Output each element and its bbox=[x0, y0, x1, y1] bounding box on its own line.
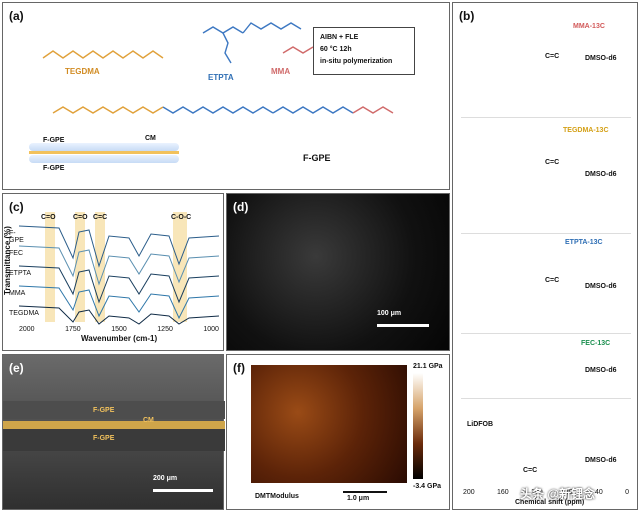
e-band-top bbox=[3, 401, 225, 419]
panel-d-label: (d) bbox=[233, 200, 249, 214]
tick-200: 200 bbox=[463, 489, 475, 496]
product-chain bbox=[52, 106, 394, 114]
reagent-etpta: ETPTA bbox=[208, 73, 234, 82]
f-afm-image bbox=[251, 365, 407, 483]
e-band-cm bbox=[3, 421, 225, 429]
fec-solvent: DMSO-d6 bbox=[585, 367, 617, 374]
mma-cc: C=C bbox=[545, 53, 560, 60]
layer-label-fgpe1: F-GPE bbox=[43, 137, 65, 144]
nmr-section-tegdma bbox=[461, 123, 631, 234]
tick-120: 120 bbox=[530, 489, 543, 496]
c-band-label-2: C=O bbox=[73, 214, 88, 221]
f-caption: DMTModulus bbox=[255, 493, 299, 500]
xtick-1750: 1750 bbox=[65, 326, 81, 333]
f-scale-text: 1.0 μm bbox=[347, 495, 370, 502]
reagent-tegdma: TEGDMA bbox=[65, 67, 100, 76]
series-etpta: ETPTA bbox=[9, 270, 32, 277]
e-scalebar bbox=[153, 489, 213, 492]
panel-e-label: (e) bbox=[9, 361, 24, 375]
chemical-shift-label: Chemical shift (ppm) bbox=[515, 499, 585, 506]
condition-1: AIBN + FLE bbox=[320, 34, 359, 41]
xtick-2000: 2000 bbox=[19, 326, 35, 333]
xtick-1250: 1250 bbox=[157, 326, 173, 333]
panel-b-label: (b) bbox=[459, 9, 475, 23]
tick-160: 160 bbox=[496, 489, 509, 496]
layer-label-fgpe2: F-GPE bbox=[43, 165, 65, 172]
c-band-label-4: C-O-C bbox=[171, 214, 192, 221]
fec-title: FEC-13C bbox=[581, 340, 611, 347]
condition-2: 60 °C 12h bbox=[320, 46, 352, 53]
c-xticks: 2000 1750 1500 1250 1000 bbox=[19, 326, 219, 333]
layer-fgpe-top bbox=[29, 143, 179, 151]
e-label-fgpe2: F-GPE bbox=[93, 435, 115, 442]
series-fec: FEC bbox=[9, 250, 23, 257]
etpta-cc: C=C bbox=[545, 277, 560, 284]
tegdma-title: TEGDMA-13C bbox=[563, 127, 609, 134]
series-fgpe: F-GPE bbox=[9, 230, 24, 244]
nmr-section-bottom bbox=[461, 401, 631, 489]
mma-title: MMA-13C bbox=[573, 23, 605, 30]
bottom-cc: C=C bbox=[523, 467, 538, 474]
f-colorbar bbox=[413, 373, 423, 479]
reagent-mma: MMA bbox=[271, 67, 291, 76]
panel-c-label: (c) bbox=[9, 200, 24, 214]
reagents-diagram bbox=[42, 22, 314, 64]
c-band-1 bbox=[45, 212, 55, 322]
mma-solvent: DMSO-d6 bbox=[585, 55, 617, 62]
f-bottom: -3.4 GPa bbox=[413, 483, 442, 490]
c-xlabel: Wavenumber (cm-1) bbox=[81, 334, 158, 343]
d-scalebar bbox=[377, 324, 429, 327]
tick-40: 40 bbox=[594, 489, 603, 496]
etpta-title: ETPTA-13C bbox=[565, 239, 603, 246]
e-label-fgpe1: F-GPE bbox=[93, 407, 115, 414]
e-band-bottom bbox=[3, 429, 225, 451]
product-label: F-GPE bbox=[303, 153, 331, 163]
etpta-solvent: DMSO-d6 bbox=[585, 283, 617, 290]
e-label-cm: CM bbox=[143, 417, 154, 424]
panel-e: (e) F-GPE CM F-GPE 200 μm bbox=[2, 354, 225, 510]
layer-fgpe-bottom bbox=[29, 155, 179, 163]
tegdma-solvent: DMSO-d6 bbox=[585, 171, 617, 178]
panel-b: (b) MMA-13C DMSO-d6 C=C TEGDMA-13C DMSO-… bbox=[452, 2, 638, 510]
e-scale-text: 200 μm bbox=[153, 475, 178, 482]
d-scale-text: 100 μm bbox=[377, 310, 402, 317]
layer-cm bbox=[29, 151, 179, 154]
chemical-shift-ticks: 200 160 120 80 40 0 bbox=[463, 489, 629, 496]
f-top: 21.1 GPa bbox=[413, 363, 443, 370]
series-mma: MMA bbox=[9, 290, 26, 297]
watermark: 头条 @新锂念 bbox=[520, 487, 596, 501]
c-band-2 bbox=[75, 212, 85, 322]
c-band-3 bbox=[95, 212, 105, 322]
nmr-section-mma bbox=[461, 21, 631, 118]
panel-f-label: (f) bbox=[233, 361, 245, 375]
layer-label-cm: CM bbox=[145, 135, 156, 142]
f-scalebar bbox=[343, 491, 387, 493]
tegdma-cc: C=C bbox=[545, 159, 560, 166]
bottom-dmso: DMSO-d6 bbox=[585, 457, 617, 464]
layers-illustration: F-GPE F-GPE CM bbox=[23, 135, 203, 179]
bottom-lidfob: LiDFOB bbox=[467, 421, 494, 428]
panel-c: (c) Transmittance (%) Wavenumber (cm-1) … bbox=[2, 193, 224, 351]
condition-3: in-situ polymerization bbox=[320, 58, 393, 65]
nmr-section-fec bbox=[461, 336, 631, 399]
c-band-label-3: C=C bbox=[93, 214, 108, 221]
xtick-1500: 1500 bbox=[111, 326, 127, 333]
panel-a: (a) TEGDMA ETPTA MMA AIBN + FLE 60 °C 12… bbox=[2, 2, 450, 190]
c-band-label-1: C=O bbox=[41, 214, 56, 221]
ftir-chart bbox=[19, 225, 219, 325]
tick-80: 80 bbox=[564, 489, 573, 496]
xtick-1000: 1000 bbox=[203, 326, 219, 333]
panel-a-label: (a) bbox=[9, 9, 24, 23]
tick-0: 0 bbox=[625, 489, 629, 496]
condition-box: AIBN + FLE 60 °C 12h in-situ polymerizat… bbox=[313, 27, 415, 75]
panel-f: (f) 21.1 GPa -3.4 GPa DMTModulus 1.0 μm bbox=[226, 354, 450, 510]
series-tegdma: TEGDMA bbox=[9, 310, 39, 317]
nmr-section-etpta bbox=[461, 235, 631, 334]
panel-d: (d) 100 μm bbox=[226, 193, 450, 351]
